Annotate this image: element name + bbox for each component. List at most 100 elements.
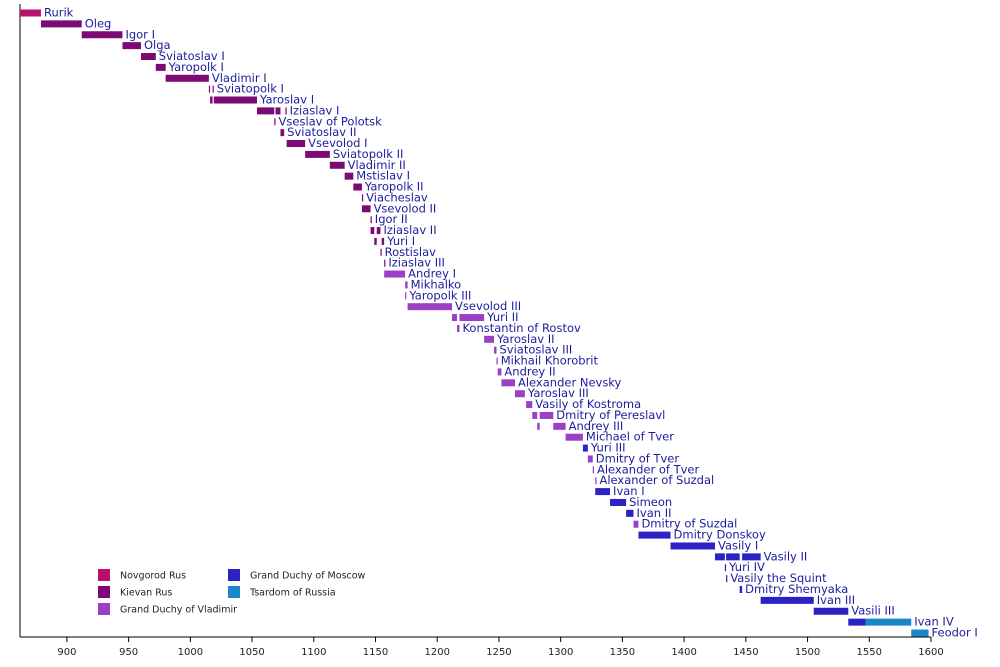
ruler-label: Simeon xyxy=(629,495,672,509)
ruler-label: Dmitry Shemyaka xyxy=(745,582,848,596)
ruler-label: Rostislav xyxy=(385,245,436,259)
ruler-label: Yuri III xyxy=(590,441,626,455)
reign-bar xyxy=(81,31,123,39)
reign-bar xyxy=(407,303,453,311)
reign-bar xyxy=(726,553,740,561)
reign-bar xyxy=(210,96,213,104)
x-tick-label: 1500 xyxy=(795,647,820,658)
ruler-label: Dmitry of Tver xyxy=(596,451,680,465)
x-tick-label: 1400 xyxy=(671,647,696,658)
x-tick-label: 1100 xyxy=(301,647,326,658)
ruler-label: Sviatoslav II xyxy=(287,125,356,139)
ruler-label: Andrey I xyxy=(408,267,456,281)
reign-bar xyxy=(381,237,385,245)
reign-bar xyxy=(813,607,849,615)
ruler-label: Vladimir II xyxy=(348,158,406,172)
reign-bar xyxy=(633,520,639,528)
reign-bar xyxy=(344,172,354,180)
reign-bar xyxy=(452,314,457,322)
reign-bar xyxy=(405,292,407,300)
reign-bar xyxy=(742,553,761,561)
reign-bar xyxy=(165,74,209,82)
ruler-label: Iziaslav II xyxy=(383,223,436,237)
legend-label: Kievan Rus xyxy=(120,588,172,599)
legend-label: Grand Duchy of Moscow xyxy=(250,571,366,582)
ruler-label: Vladimir I xyxy=(212,71,267,85)
reign-bar xyxy=(539,411,554,419)
reign-bar xyxy=(361,194,364,202)
legend-swatch xyxy=(228,586,240,598)
ruler-label: Mstislav I xyxy=(356,169,410,183)
reign-bar xyxy=(329,161,345,169)
ruler-label: Yaroslav I xyxy=(259,93,314,107)
ruler-label: Dmitry Donskoy xyxy=(674,528,766,542)
x-tick-label: 1350 xyxy=(610,647,635,658)
x-tick-label: 1450 xyxy=(733,647,758,658)
ruler-label: Alexander of Suzdal xyxy=(599,473,714,487)
reign-bar xyxy=(638,531,671,539)
reign-bar xyxy=(714,553,725,561)
reign-bar xyxy=(286,140,306,148)
x-tick-label: 1250 xyxy=(486,647,511,658)
reign-bar xyxy=(626,509,634,517)
reign-bar xyxy=(122,42,141,50)
ruler-label: Rurik xyxy=(44,6,74,20)
ruler-label: Sviatoslav I xyxy=(159,49,225,63)
reign-bar xyxy=(582,444,588,452)
ruler-label: Konstantin of Rostov xyxy=(462,321,581,335)
ruler-label: Ivan IV xyxy=(914,615,954,629)
reign-bar xyxy=(595,488,611,496)
reign-bar xyxy=(592,466,595,474)
reign-bar xyxy=(40,20,82,28)
ruler-label: Feodor I xyxy=(932,626,978,640)
reign-bar xyxy=(212,85,214,93)
reign-bar xyxy=(724,564,727,572)
reign-bar xyxy=(865,618,912,626)
reign-bar xyxy=(726,575,728,583)
reign-bar xyxy=(497,368,502,376)
ruler-label: Sviatoslav III xyxy=(499,343,572,357)
x-tick-label: 1000 xyxy=(178,647,203,658)
legend-swatch xyxy=(98,569,110,581)
ruler-label: Andrey III xyxy=(569,419,624,433)
reign-bar xyxy=(370,216,372,224)
reign-bar xyxy=(496,357,498,365)
x-tick-label: 1050 xyxy=(239,647,264,658)
ruler-label: Vasily I xyxy=(718,538,758,552)
reign-bar xyxy=(459,314,485,322)
reign-bar xyxy=(565,433,583,441)
reign-bar xyxy=(484,335,495,343)
ruler-label: Andrey II xyxy=(504,364,555,378)
reign-bar xyxy=(374,237,377,245)
reign-bar xyxy=(20,9,41,17)
reign-bar xyxy=(380,248,382,256)
ruler-label: Alexander Nevsky xyxy=(518,375,622,389)
reign-bar xyxy=(405,281,408,289)
ruler-label: Vasily of Kostroma xyxy=(535,397,641,411)
x-tick-label: 1550 xyxy=(857,647,882,658)
legend-label: Tsardom of Russia xyxy=(249,588,336,599)
reign-bar xyxy=(494,346,497,354)
x-tick-label: 900 xyxy=(57,647,76,658)
x-tick-label: 950 xyxy=(119,647,138,658)
ruler-label: Viacheslav xyxy=(366,190,428,204)
ruler-label: Vasily the Squint xyxy=(730,571,827,585)
ruler-label: Mikhail Khorobrit xyxy=(501,354,599,368)
ruler-label: Yuri I xyxy=(386,234,415,248)
reign-bar xyxy=(285,107,287,115)
ruler-label: Iziaslav III xyxy=(388,256,445,270)
legend-label: Novgorod Rus xyxy=(120,571,186,582)
reign-bar xyxy=(911,629,929,637)
reign-bar xyxy=(280,129,285,137)
ruler-label: Alexander of Tver xyxy=(597,462,699,476)
reign-bar xyxy=(376,227,381,235)
reign-bar xyxy=(140,53,156,61)
ruler-label: Yuri II xyxy=(486,310,518,324)
x-tick-label: 1300 xyxy=(548,647,573,658)
ruler-label: Yaroslav II xyxy=(496,332,554,346)
legend-swatch xyxy=(98,586,110,598)
ruler-label: Igor II xyxy=(375,212,408,226)
ruler-label: Yaroslav III xyxy=(527,386,589,400)
ruler-label: Iziaslav I xyxy=(290,103,340,117)
